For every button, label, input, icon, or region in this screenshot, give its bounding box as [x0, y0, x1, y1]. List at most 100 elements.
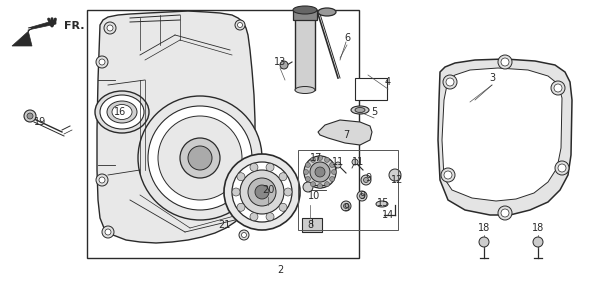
- Circle shape: [266, 163, 274, 171]
- Text: 20: 20: [262, 185, 274, 195]
- Polygon shape: [97, 11, 255, 243]
- Circle shape: [317, 184, 323, 188]
- Circle shape: [304, 156, 336, 188]
- Circle shape: [241, 232, 247, 237]
- Ellipse shape: [293, 6, 317, 14]
- Circle shape: [446, 78, 454, 86]
- Circle shape: [148, 106, 252, 210]
- Text: 8: 8: [307, 220, 313, 230]
- Text: 18: 18: [532, 223, 544, 233]
- Circle shape: [324, 182, 329, 187]
- Ellipse shape: [295, 11, 315, 17]
- Circle shape: [554, 84, 562, 92]
- Text: 12: 12: [391, 175, 403, 185]
- Circle shape: [99, 59, 105, 65]
- Circle shape: [315, 167, 325, 177]
- Text: 13: 13: [274, 57, 286, 67]
- Circle shape: [479, 237, 489, 247]
- Text: 18: 18: [478, 223, 490, 233]
- Circle shape: [224, 154, 300, 230]
- Circle shape: [324, 157, 329, 162]
- Circle shape: [533, 237, 543, 247]
- Circle shape: [343, 203, 349, 209]
- Circle shape: [363, 178, 369, 182]
- Circle shape: [352, 159, 358, 165]
- Circle shape: [107, 25, 113, 31]
- Bar: [302, 218, 322, 232]
- Circle shape: [303, 169, 309, 175]
- Ellipse shape: [318, 8, 336, 16]
- Circle shape: [317, 156, 323, 160]
- Circle shape: [389, 169, 401, 181]
- Bar: [293, 10, 317, 20]
- Circle shape: [96, 56, 108, 68]
- Ellipse shape: [355, 107, 365, 113]
- Text: 9: 9: [343, 203, 349, 213]
- Polygon shape: [442, 68, 562, 201]
- Circle shape: [359, 194, 365, 198]
- Text: 19: 19: [34, 117, 46, 127]
- Circle shape: [279, 203, 287, 211]
- Polygon shape: [12, 20, 56, 46]
- Text: 17: 17: [310, 153, 322, 163]
- Circle shape: [99, 177, 105, 183]
- Ellipse shape: [295, 86, 315, 94]
- Circle shape: [104, 22, 116, 34]
- Circle shape: [330, 176, 335, 182]
- Text: 15: 15: [377, 198, 389, 208]
- Circle shape: [188, 146, 212, 170]
- Circle shape: [357, 191, 367, 201]
- Circle shape: [232, 162, 292, 222]
- Circle shape: [558, 164, 566, 172]
- Text: FR.: FR.: [64, 21, 84, 31]
- Circle shape: [330, 163, 335, 167]
- Text: 14: 14: [382, 210, 394, 220]
- Bar: [298, 150, 398, 230]
- Text: 16: 16: [114, 107, 126, 117]
- Circle shape: [306, 163, 310, 167]
- Ellipse shape: [376, 201, 388, 207]
- Circle shape: [501, 209, 509, 217]
- Ellipse shape: [112, 104, 132, 119]
- Circle shape: [498, 55, 512, 69]
- Circle shape: [280, 61, 288, 69]
- Text: 6: 6: [344, 33, 350, 43]
- Circle shape: [138, 96, 262, 220]
- Circle shape: [341, 201, 351, 211]
- Circle shape: [250, 213, 258, 221]
- Text: 2: 2: [277, 265, 283, 275]
- Circle shape: [102, 226, 114, 238]
- Text: 11: 11: [332, 157, 344, 167]
- Circle shape: [250, 163, 258, 171]
- Text: 10: 10: [308, 191, 320, 201]
- Circle shape: [248, 178, 276, 206]
- Circle shape: [266, 213, 274, 221]
- Ellipse shape: [100, 95, 144, 129]
- Circle shape: [441, 168, 455, 182]
- Circle shape: [237, 173, 245, 181]
- Circle shape: [255, 185, 269, 199]
- Text: 7: 7: [343, 130, 349, 140]
- Circle shape: [444, 171, 452, 179]
- Circle shape: [27, 113, 33, 119]
- Ellipse shape: [351, 106, 369, 114]
- Bar: [355, 78, 387, 100]
- Circle shape: [24, 110, 36, 122]
- Circle shape: [555, 161, 569, 175]
- Circle shape: [335, 162, 341, 168]
- Text: 11: 11: [352, 157, 364, 167]
- Circle shape: [279, 173, 287, 181]
- Circle shape: [361, 175, 371, 185]
- Text: 3: 3: [489, 73, 495, 83]
- Circle shape: [240, 170, 284, 214]
- Circle shape: [239, 230, 249, 240]
- Circle shape: [105, 229, 111, 235]
- Circle shape: [303, 182, 313, 192]
- Circle shape: [310, 157, 316, 162]
- Polygon shape: [318, 120, 372, 145]
- Circle shape: [551, 81, 565, 95]
- Ellipse shape: [107, 101, 137, 123]
- Circle shape: [332, 169, 336, 175]
- Circle shape: [306, 176, 310, 182]
- Circle shape: [237, 203, 245, 211]
